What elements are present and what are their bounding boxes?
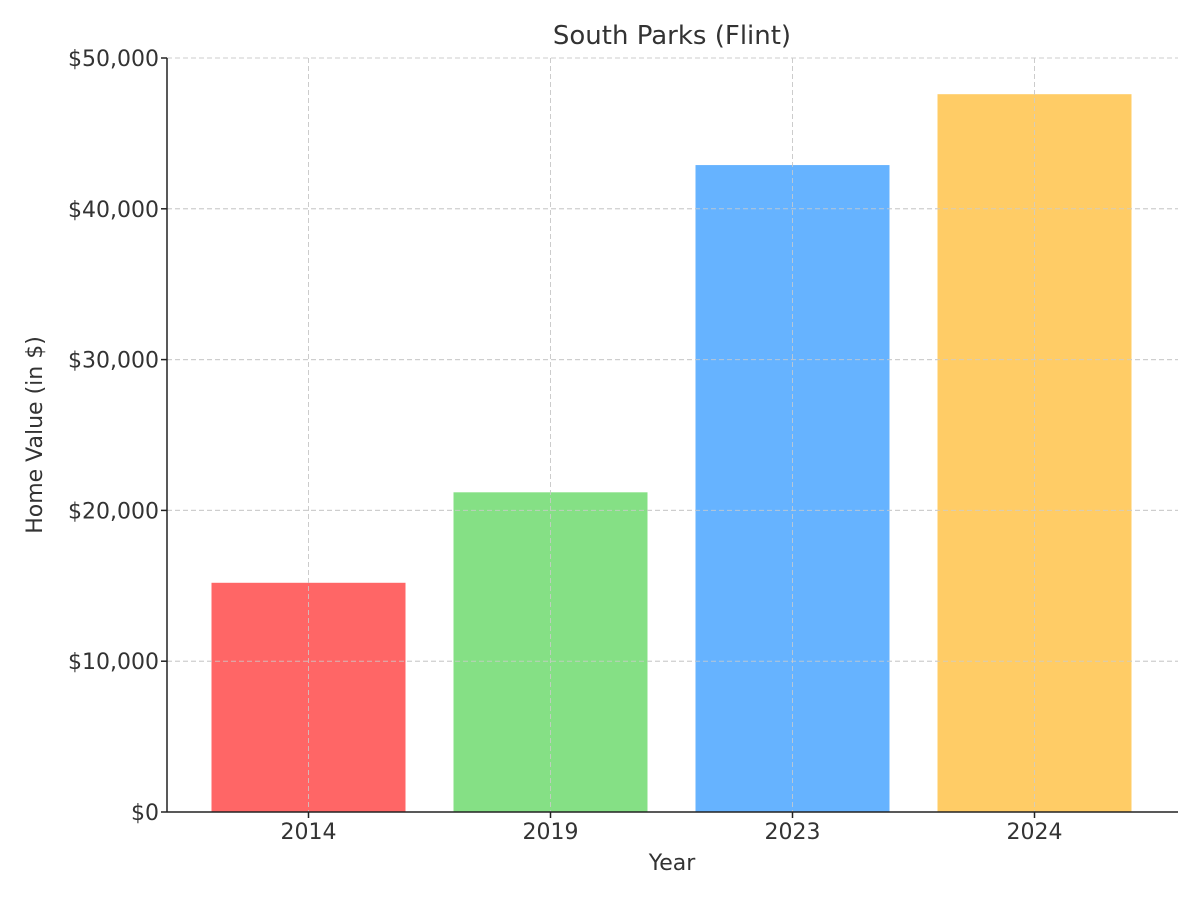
bars [211, 94, 1132, 812]
y-axis-label: Home Value (in $) [23, 336, 48, 534]
y-tick-label: $10,000 [68, 650, 159, 675]
y-tick-label: $30,000 [68, 349, 159, 374]
x-tick-label: 2014 [281, 820, 337, 845]
bar-2014 [211, 582, 406, 812]
y-tick-labels: $0 $10,000 $20,000 $30,000 $40,000 $50,000 [68, 47, 159, 826]
y-tick-label: $40,000 [68, 198, 159, 223]
x-axis-label: Year [648, 851, 697, 876]
x-tick-label: 2023 [765, 820, 821, 845]
grid-overlay [167, 57, 1178, 812]
y-tick-label: $20,000 [68, 499, 159, 524]
y-tick-label: $50,000 [68, 47, 159, 72]
y-tick-label: $0 [131, 801, 159, 826]
bar-2023 [695, 165, 890, 812]
x-tick-label: 2024 [1007, 820, 1063, 845]
axes [161, 57, 1178, 818]
chart-title: South Parks (Flint) [553, 21, 791, 51]
x-tick-labels: 2014 2019 2023 2024 [281, 820, 1063, 845]
x-tick-label: 2019 [523, 820, 579, 845]
